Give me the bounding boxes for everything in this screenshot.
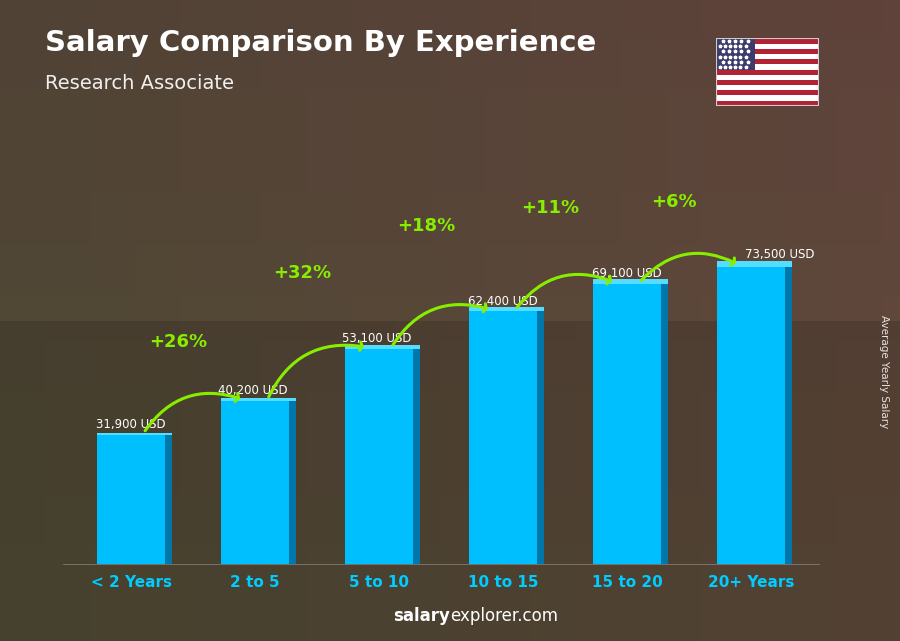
Bar xyxy=(469,307,544,312)
Text: +11%: +11% xyxy=(521,199,579,217)
Bar xyxy=(716,38,819,44)
Bar xyxy=(716,69,819,75)
Bar xyxy=(716,261,792,267)
Bar xyxy=(593,285,661,564)
Bar xyxy=(593,279,668,285)
Text: Salary Comparison By Experience: Salary Comparison By Experience xyxy=(45,29,596,57)
Text: salary: salary xyxy=(393,607,450,625)
Text: 62,400 USD: 62,400 USD xyxy=(468,295,538,308)
Text: Average Yearly Salary: Average Yearly Salary xyxy=(878,315,889,428)
Bar xyxy=(716,101,819,106)
Bar xyxy=(537,312,544,564)
Bar xyxy=(661,285,668,564)
Bar xyxy=(716,64,819,69)
Bar xyxy=(716,59,819,64)
Bar xyxy=(166,435,172,564)
Bar xyxy=(221,401,289,564)
Bar xyxy=(345,345,420,349)
Bar xyxy=(469,312,537,564)
Bar xyxy=(0,0,900,320)
Bar xyxy=(221,399,296,401)
Bar xyxy=(97,435,166,564)
Bar xyxy=(716,44,819,49)
Bar xyxy=(785,267,792,564)
Text: +6%: +6% xyxy=(652,193,697,211)
Bar xyxy=(97,433,172,435)
Bar xyxy=(716,49,819,54)
Text: 73,500 USD: 73,500 USD xyxy=(744,248,814,261)
Bar xyxy=(716,85,819,90)
Bar xyxy=(716,54,819,59)
Bar xyxy=(716,96,819,101)
Text: 53,100 USD: 53,100 USD xyxy=(342,332,411,345)
Bar xyxy=(716,90,819,96)
Bar xyxy=(413,349,420,564)
Text: +32%: +32% xyxy=(273,264,331,282)
Text: +26%: +26% xyxy=(149,333,207,351)
Bar xyxy=(289,401,296,564)
Bar xyxy=(345,349,413,564)
Bar xyxy=(0,320,900,641)
Text: 31,900 USD: 31,900 USD xyxy=(96,418,166,431)
Bar xyxy=(716,75,819,80)
Text: Research Associate: Research Associate xyxy=(45,74,234,93)
Bar xyxy=(716,38,755,69)
Bar xyxy=(716,80,819,85)
Text: 40,200 USD: 40,200 USD xyxy=(218,385,287,397)
Bar xyxy=(716,267,785,564)
Text: 69,100 USD: 69,100 USD xyxy=(592,267,662,281)
Text: explorer.com: explorer.com xyxy=(450,607,558,625)
Text: +18%: +18% xyxy=(397,217,455,235)
